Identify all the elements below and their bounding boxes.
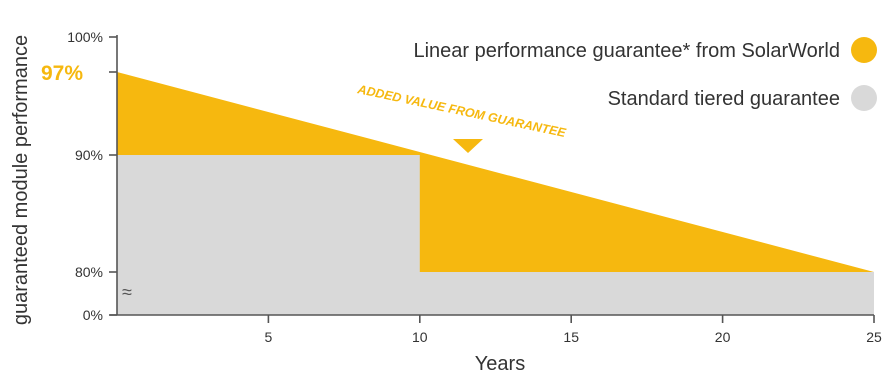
y-axis-label: guaranteed module performance xyxy=(10,35,32,325)
y-axis-ticks: 100% 90% 80% 0% 97% xyxy=(41,29,117,323)
x-tick-label: 25 xyxy=(866,329,882,345)
annotation-arrow-icon xyxy=(453,139,483,153)
legend-swatch xyxy=(851,37,877,63)
x-tick-label: 5 xyxy=(265,329,273,345)
annotation-text: ADDED VALUE FROM GUARANTEE xyxy=(355,82,567,140)
legend-label: Linear performance guarantee* from Solar… xyxy=(413,40,840,62)
tiered-guarantee-area xyxy=(117,155,874,315)
y-tick-label: 80% xyxy=(75,264,103,280)
added-value-annotation: ADDED VALUE FROM GUARANTEE xyxy=(355,82,568,153)
y-tick-label: 90% xyxy=(75,147,103,163)
legend-swatch xyxy=(851,85,877,111)
x-tick-label: 10 xyxy=(412,329,428,345)
legend: Linear performance guarantee* from Solar… xyxy=(413,37,877,111)
y-tick-label: 100% xyxy=(67,29,103,45)
axis-break-symbol: ≈ xyxy=(122,282,132,302)
x-tick-label: 20 xyxy=(715,329,731,345)
x-axis-label: Years xyxy=(475,353,525,375)
x-axis-ticks: 5 10 15 20 25 xyxy=(265,315,882,345)
y-tick-label-97: 97% xyxy=(41,62,83,85)
y-tick-label: 0% xyxy=(83,307,103,323)
legend-label: Standard tiered guarantee xyxy=(608,88,840,110)
x-tick-label: 15 xyxy=(563,329,579,345)
